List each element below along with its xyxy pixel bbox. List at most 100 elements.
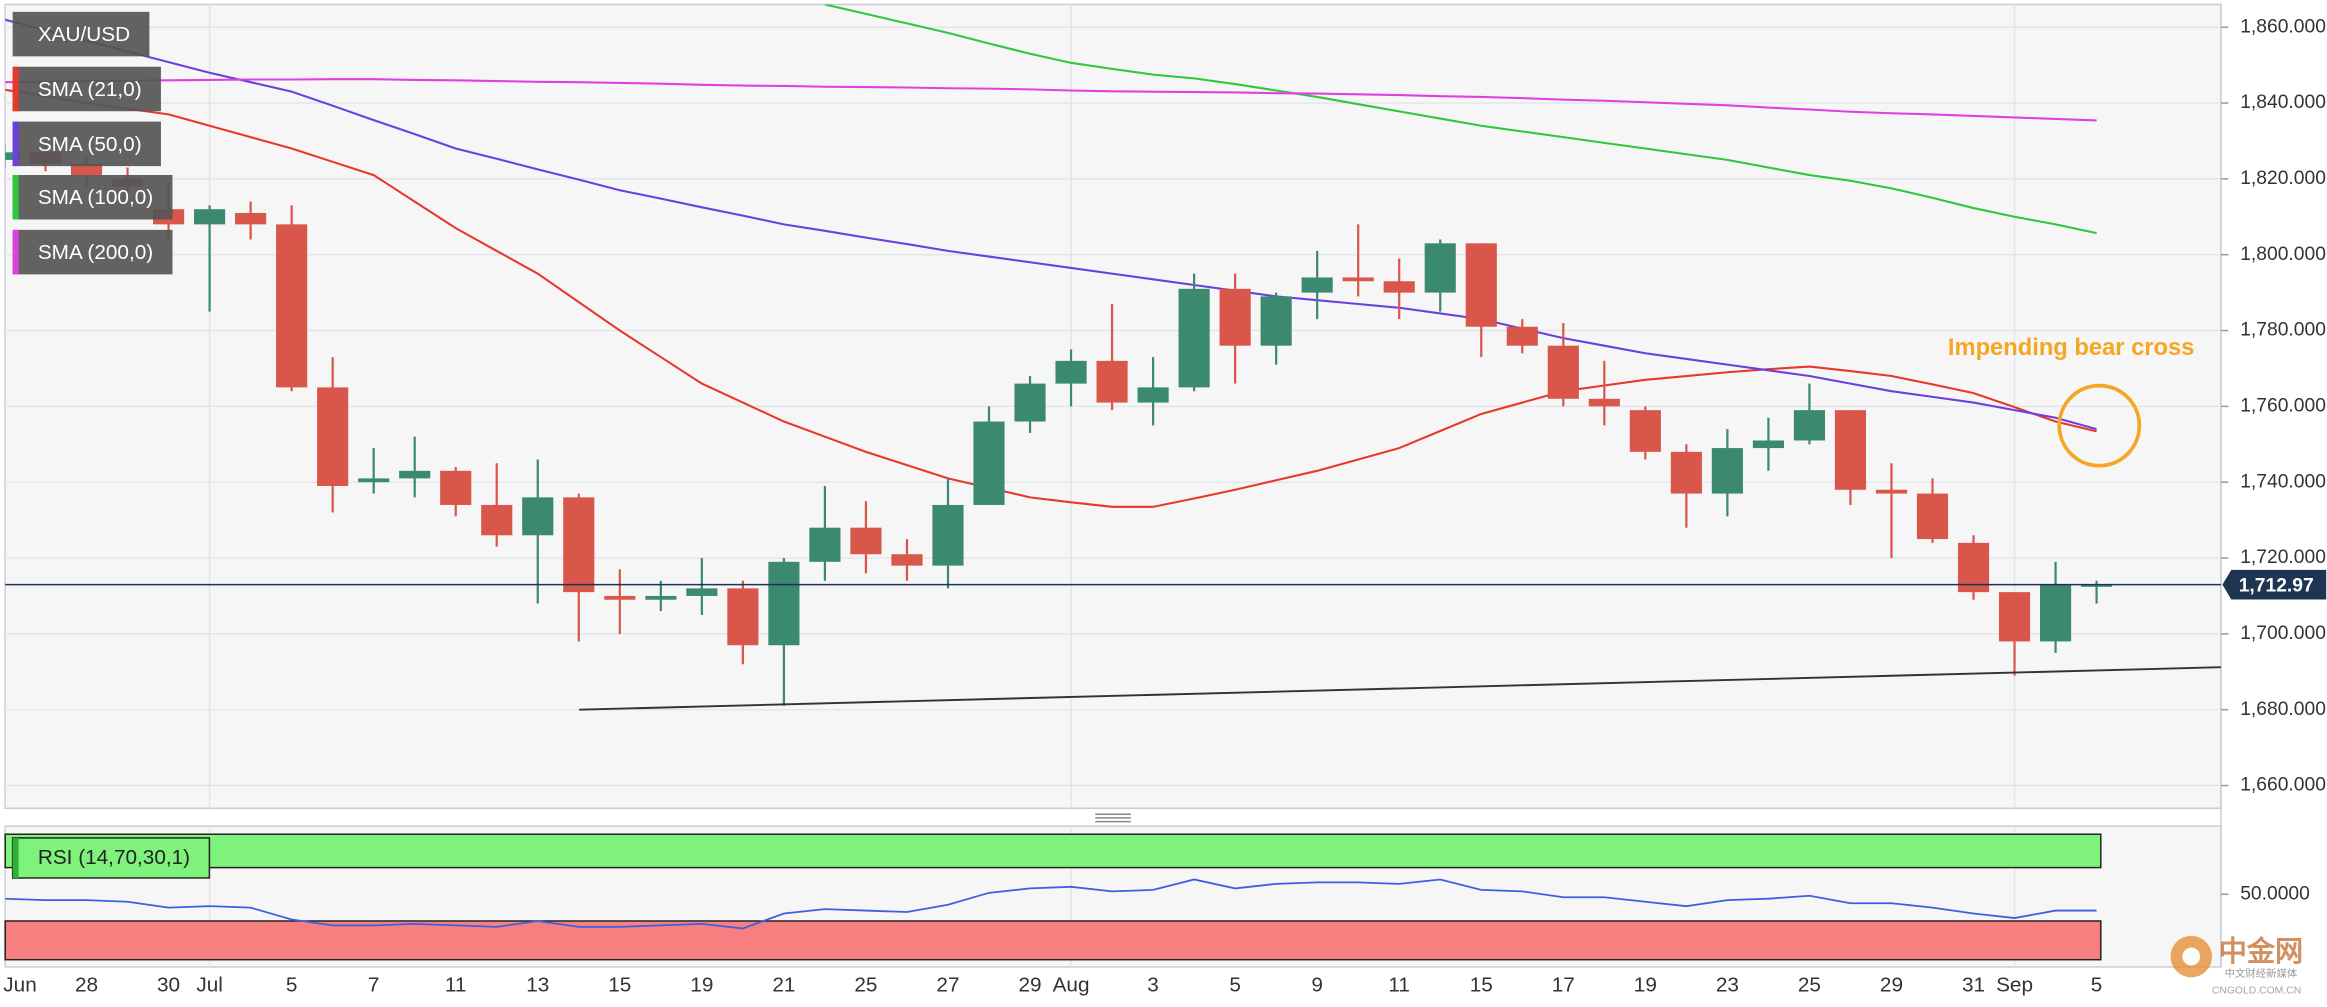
sma-line	[5, 18, 2097, 431]
overlays: 1,712.97 Impending bear cross	[5, 335, 2327, 711]
candle-body	[1588, 398, 1620, 407]
y-tick-label: 1,660.000	[2240, 775, 2326, 796]
candle-body	[2039, 584, 2072, 642]
sma-line	[5, 78, 2097, 122]
legend-swatch	[12, 175, 19, 220]
candle-body	[891, 554, 923, 566]
y-tick-label: 1,740.000	[2240, 471, 2326, 492]
candle-body	[1137, 387, 1169, 403]
candle-body	[1260, 296, 1292, 346]
candle-body	[1834, 410, 1867, 490]
y-tick-label: 1,860.000	[2240, 16, 2326, 37]
legend-swatch	[12, 66, 19, 112]
legend-box	[12, 11, 150, 57]
overbought-band	[4, 833, 2102, 869]
legend-swatch	[12, 121, 19, 167]
candle-body	[1752, 440, 1784, 449]
legend-swatch	[12, 837, 19, 878]
x-tick-label: 25	[1798, 974, 1821, 997]
x-tick-label: Aug	[1053, 974, 1090, 997]
pane-divider-handle	[1095, 813, 1131, 823]
x-tick-label: 11	[445, 974, 467, 997]
candle-body	[1547, 345, 1579, 399]
candle-body	[645, 595, 677, 600]
rsi-y-tick-label: 50.0000	[2240, 883, 2310, 904]
candle-body	[5, 152, 21, 160]
watermark-name: 中金网	[2219, 935, 2303, 967]
candle-body	[194, 209, 226, 225]
candle-body	[399, 470, 431, 479]
rsi-bands	[4, 833, 2102, 961]
watermark-tagline: 中文财经新媒体	[2225, 967, 2298, 980]
oversold-band	[4, 920, 2102, 961]
legend-entry: SMA (200,0)	[12, 229, 173, 275]
candle-body	[1957, 542, 1990, 593]
x-tick-label: 28	[75, 974, 98, 997]
candle-body	[563, 497, 595, 593]
legend-entry: SMA (21,0)	[12, 66, 161, 112]
candle-body	[1301, 277, 1333, 293]
x-tick-label: 11	[1388, 974, 1410, 997]
candle-body	[70, 163, 103, 176]
legend-label: XAU/USD	[38, 23, 130, 46]
y-tick-label: 1,800.000	[2240, 244, 2326, 265]
x-tick-label: 17	[1552, 974, 1575, 997]
candle-body	[1055, 360, 1087, 384]
candle-body	[235, 212, 267, 225]
y-tick-label: 1,840.000	[2240, 92, 2326, 113]
last-price-label: 1,712.97	[2239, 575, 2314, 596]
candles	[5, 140, 2113, 706]
x-tick-label: 19	[1634, 974, 1657, 997]
last-price-tag	[2222, 569, 2327, 600]
y-tick-label: 1,720.000	[2240, 547, 2326, 568]
y-tick-label: 1,680.000	[2240, 699, 2326, 720]
candle-body	[768, 561, 800, 646]
x-tick-label: 23	[1716, 974, 1739, 997]
support-trendline	[579, 666, 2221, 711]
rsi-legend-entry: RSI (14,70,30,1)	[11, 837, 211, 879]
candle-body	[686, 588, 718, 596]
legend-label: SMA (21,0)	[38, 78, 142, 101]
candle-body	[1014, 383, 1046, 422]
candle-body	[850, 527, 882, 555]
x-tick-label: 30	[157, 974, 180, 997]
x-tick-label: 5	[286, 974, 298, 997]
annotation-circle	[2057, 383, 2142, 468]
legend-label: SMA (200,0)	[38, 241, 153, 264]
x-tick-label: 29	[1018, 974, 1041, 997]
candle-body	[1219, 288, 1251, 346]
candle-body	[276, 224, 308, 388]
annotation: Impending bear cross	[1948, 335, 2194, 361]
candle-body	[1342, 277, 1374, 282]
candle-body	[1916, 493, 1949, 540]
sma-line	[824, 4, 2097, 235]
x-tick-label: Sep	[1996, 974, 2033, 997]
y-tick-label: 1,820.000	[2240, 168, 2326, 189]
y-tick-label: 1,760.000	[2240, 395, 2326, 416]
candle-body	[973, 421, 1005, 505]
legend-box	[12, 66, 161, 112]
legend-entry: SMA (100,0)	[12, 175, 173, 220]
candle-body	[809, 527, 841, 562]
moving-averages	[5, 4, 2097, 508]
candle-body	[1506, 326, 1538, 346]
x-tick-label: 31	[1962, 974, 1985, 997]
legend-entry: SMA (50,0)	[12, 121, 161, 167]
candle-body	[1096, 360, 1128, 403]
legend-box	[12, 229, 173, 275]
x-tick-label: Jul	[196, 974, 223, 997]
candle-body	[522, 497, 554, 536]
x-tick-label: 25	[854, 974, 877, 997]
x-tick-label: 21	[772, 974, 795, 997]
legend-box	[12, 121, 161, 167]
candle-body	[481, 504, 513, 536]
x-tick-label: 19	[690, 974, 713, 997]
candle-body	[1998, 592, 2031, 642]
sma-line	[5, 88, 2097, 508]
legend-entry: XAU/USD	[12, 11, 150, 57]
candle-body	[1629, 410, 1661, 452]
candle-body	[1424, 243, 1456, 293]
candle-body	[932, 504, 964, 566]
